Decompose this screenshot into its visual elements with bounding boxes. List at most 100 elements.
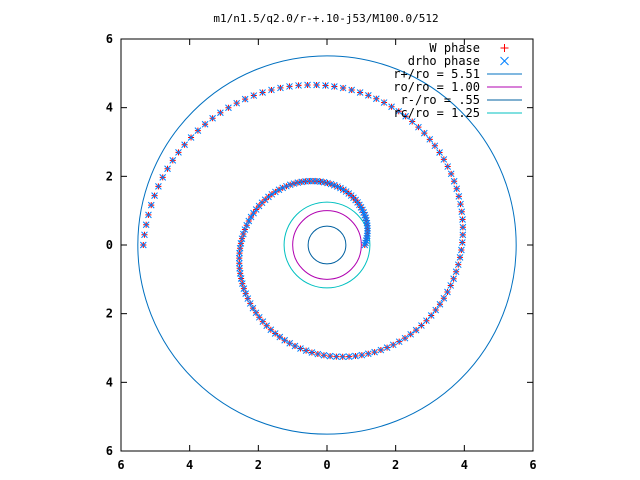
data-point (255, 313, 263, 321)
data-point (252, 309, 260, 317)
data-point (286, 339, 294, 347)
data-point (383, 344, 391, 351)
legend-marker-sample (500, 44, 509, 52)
legend-marker-sample (500, 56, 509, 66)
data-point (458, 246, 465, 254)
data-point (250, 92, 258, 99)
radius-circle-0 (137, 55, 517, 435)
data-point (363, 222, 371, 230)
data-point (268, 190, 276, 198)
data-point (247, 213, 255, 221)
data-point (314, 350, 322, 358)
data-point (241, 95, 249, 103)
data-point (217, 109, 224, 117)
data-point (295, 82, 302, 89)
data-point (364, 350, 372, 358)
data-point (294, 179, 302, 186)
data-point (139, 241, 147, 249)
data-point (450, 177, 458, 185)
data-point (164, 165, 171, 173)
data-point (436, 149, 443, 156)
radius-circle-1 (292, 210, 362, 280)
data-point (457, 200, 464, 208)
data-point (455, 193, 463, 200)
data-point (380, 99, 388, 106)
x-tick-label: 6 (117, 458, 124, 472)
data-point (450, 275, 457, 283)
data-point (459, 216, 466, 223)
data-point (277, 84, 284, 92)
data-point (304, 81, 311, 89)
chart-title: m1/n1.5/q2.0/r-+.10-j53/M100.0/512 (213, 12, 438, 25)
x-tick-label: 0 (323, 458, 330, 472)
y-tick-label: 2 (106, 169, 113, 183)
data-point (283, 182, 290, 190)
x-tick-label: 4 (186, 458, 193, 472)
data-point (377, 346, 385, 354)
y-tick-label: 6 (106, 444, 113, 458)
radius-circle-2 (307, 225, 347, 265)
data-point (286, 181, 294, 189)
data-point (259, 89, 266, 96)
data-point (225, 104, 232, 112)
data-point (320, 351, 328, 359)
data-point (364, 92, 372, 99)
data-point (452, 268, 460, 276)
data-point (181, 141, 188, 149)
data-point (326, 352, 334, 360)
data-point (444, 288, 451, 296)
data-point (147, 201, 155, 209)
data-point (358, 351, 366, 359)
data-point (238, 280, 246, 287)
data-point (371, 348, 378, 356)
data-point (141, 231, 148, 239)
y-tick-label: 6 (106, 32, 113, 46)
y-tick-label: 2 (106, 307, 113, 321)
data-point (239, 230, 247, 238)
data-point (308, 349, 316, 356)
data-point (420, 129, 428, 137)
data-point (402, 112, 410, 120)
data-point (401, 334, 409, 342)
data-point (456, 254, 464, 261)
data-point (372, 95, 380, 103)
data-point (388, 103, 395, 111)
data-point (447, 282, 455, 289)
x-tick-label: 2 (255, 458, 262, 472)
data-point (245, 217, 253, 225)
data-point (345, 353, 353, 360)
data-point (427, 312, 435, 319)
data-point (431, 142, 439, 150)
plot-area (137, 55, 517, 435)
data-point (352, 352, 359, 360)
data-point (241, 226, 249, 233)
x-tick-label: 6 (529, 458, 536, 472)
legend-label: ro/ro = 1.00 (393, 80, 480, 94)
data-point (389, 341, 397, 349)
data-point (271, 330, 279, 337)
data-point (175, 149, 182, 156)
data-point (458, 239, 466, 246)
data-point (249, 304, 257, 312)
data-point (436, 300, 444, 308)
data-point (322, 82, 329, 89)
data-point (276, 333, 284, 341)
data-point (313, 81, 320, 89)
data-point (458, 208, 466, 216)
data-point (297, 345, 304, 352)
data-point (331, 83, 338, 90)
y-tick-label: 0 (106, 238, 113, 252)
data-point (236, 270, 244, 277)
data-point (407, 330, 415, 338)
data-point (395, 107, 403, 115)
data-point (290, 180, 298, 187)
data-point (459, 231, 467, 239)
data-point (364, 227, 371, 235)
data-point (151, 192, 158, 199)
data-point (302, 347, 310, 355)
data-point (286, 83, 293, 90)
data-point (291, 342, 299, 350)
